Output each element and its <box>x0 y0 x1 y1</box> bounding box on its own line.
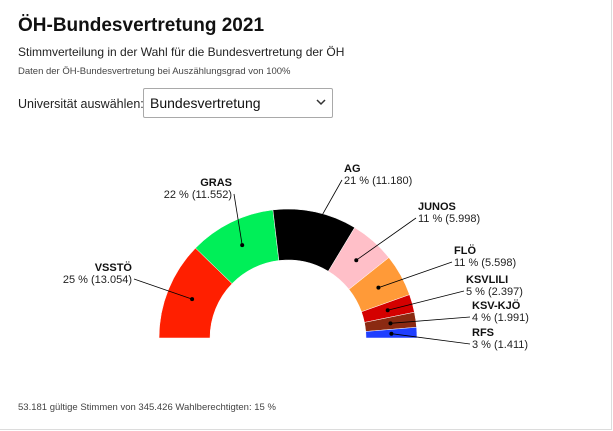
slice-value-rfs: 3 % (1.411) <box>472 339 528 351</box>
slice-label-junos: JUNOS <box>418 201 456 213</box>
leader-line-gras <box>233 193 243 246</box>
slice-value-vsstö: 25 % (13.054) <box>63 274 132 286</box>
leader-line-ksv-kjö <box>390 316 471 324</box>
data-note: Daten der ÖH-Bundesvertretung bei Auszäh… <box>18 66 291 77</box>
slices-layer <box>158 208 418 339</box>
slice-label-vsstö: VSSTÖ <box>95 261 133 274</box>
slice-label-gras: GRAS <box>200 177 232 189</box>
slice-label-ksvlili: KSVLILI <box>466 274 508 286</box>
university-select-label: Universität auswählen: <box>18 97 144 111</box>
leader-line-junos <box>356 217 417 261</box>
chart-subtitle: Stimmverteilung in der Wahl für die Bund… <box>18 45 345 59</box>
slice-label-flö: FLÖ <box>454 244 476 257</box>
page-title: ÖH-Bundesvertretung 2021 <box>18 15 265 36</box>
university-select[interactable]: Bundesvertretung <box>143 88 333 118</box>
footer-stats: 53.181 gültige Stimmen von 345.426 Wahlb… <box>18 402 276 413</box>
slice-value-gras: 22 % (11.552) <box>164 189 232 201</box>
leader-line-rfs <box>391 333 471 345</box>
slice-value-ksv-kjö: 4 % (1.991) <box>472 312 529 324</box>
slice-value-ksvlili: 5 % (2.397) <box>466 286 523 298</box>
slice-value-junos: 11 % (5.998) <box>418 213 480 225</box>
leader-line-vsstö <box>133 278 193 300</box>
leader-line-ksvlili <box>387 290 465 311</box>
chevron-down-icon <box>316 99 326 106</box>
slice-label-ag: AG <box>344 163 361 175</box>
leader-line-flö <box>378 261 453 289</box>
slice-label-ksv-kjö: KSV-KJÖ <box>472 299 521 312</box>
university-select-value: Bundesvertretung <box>150 95 261 111</box>
slice-value-ag: 21 % (11.180) <box>344 175 412 187</box>
slice-value-flö: 11 % (5.598) <box>454 257 516 269</box>
slice-label-rfs: RFS <box>472 327 494 339</box>
leader-line-ag <box>309 179 343 238</box>
